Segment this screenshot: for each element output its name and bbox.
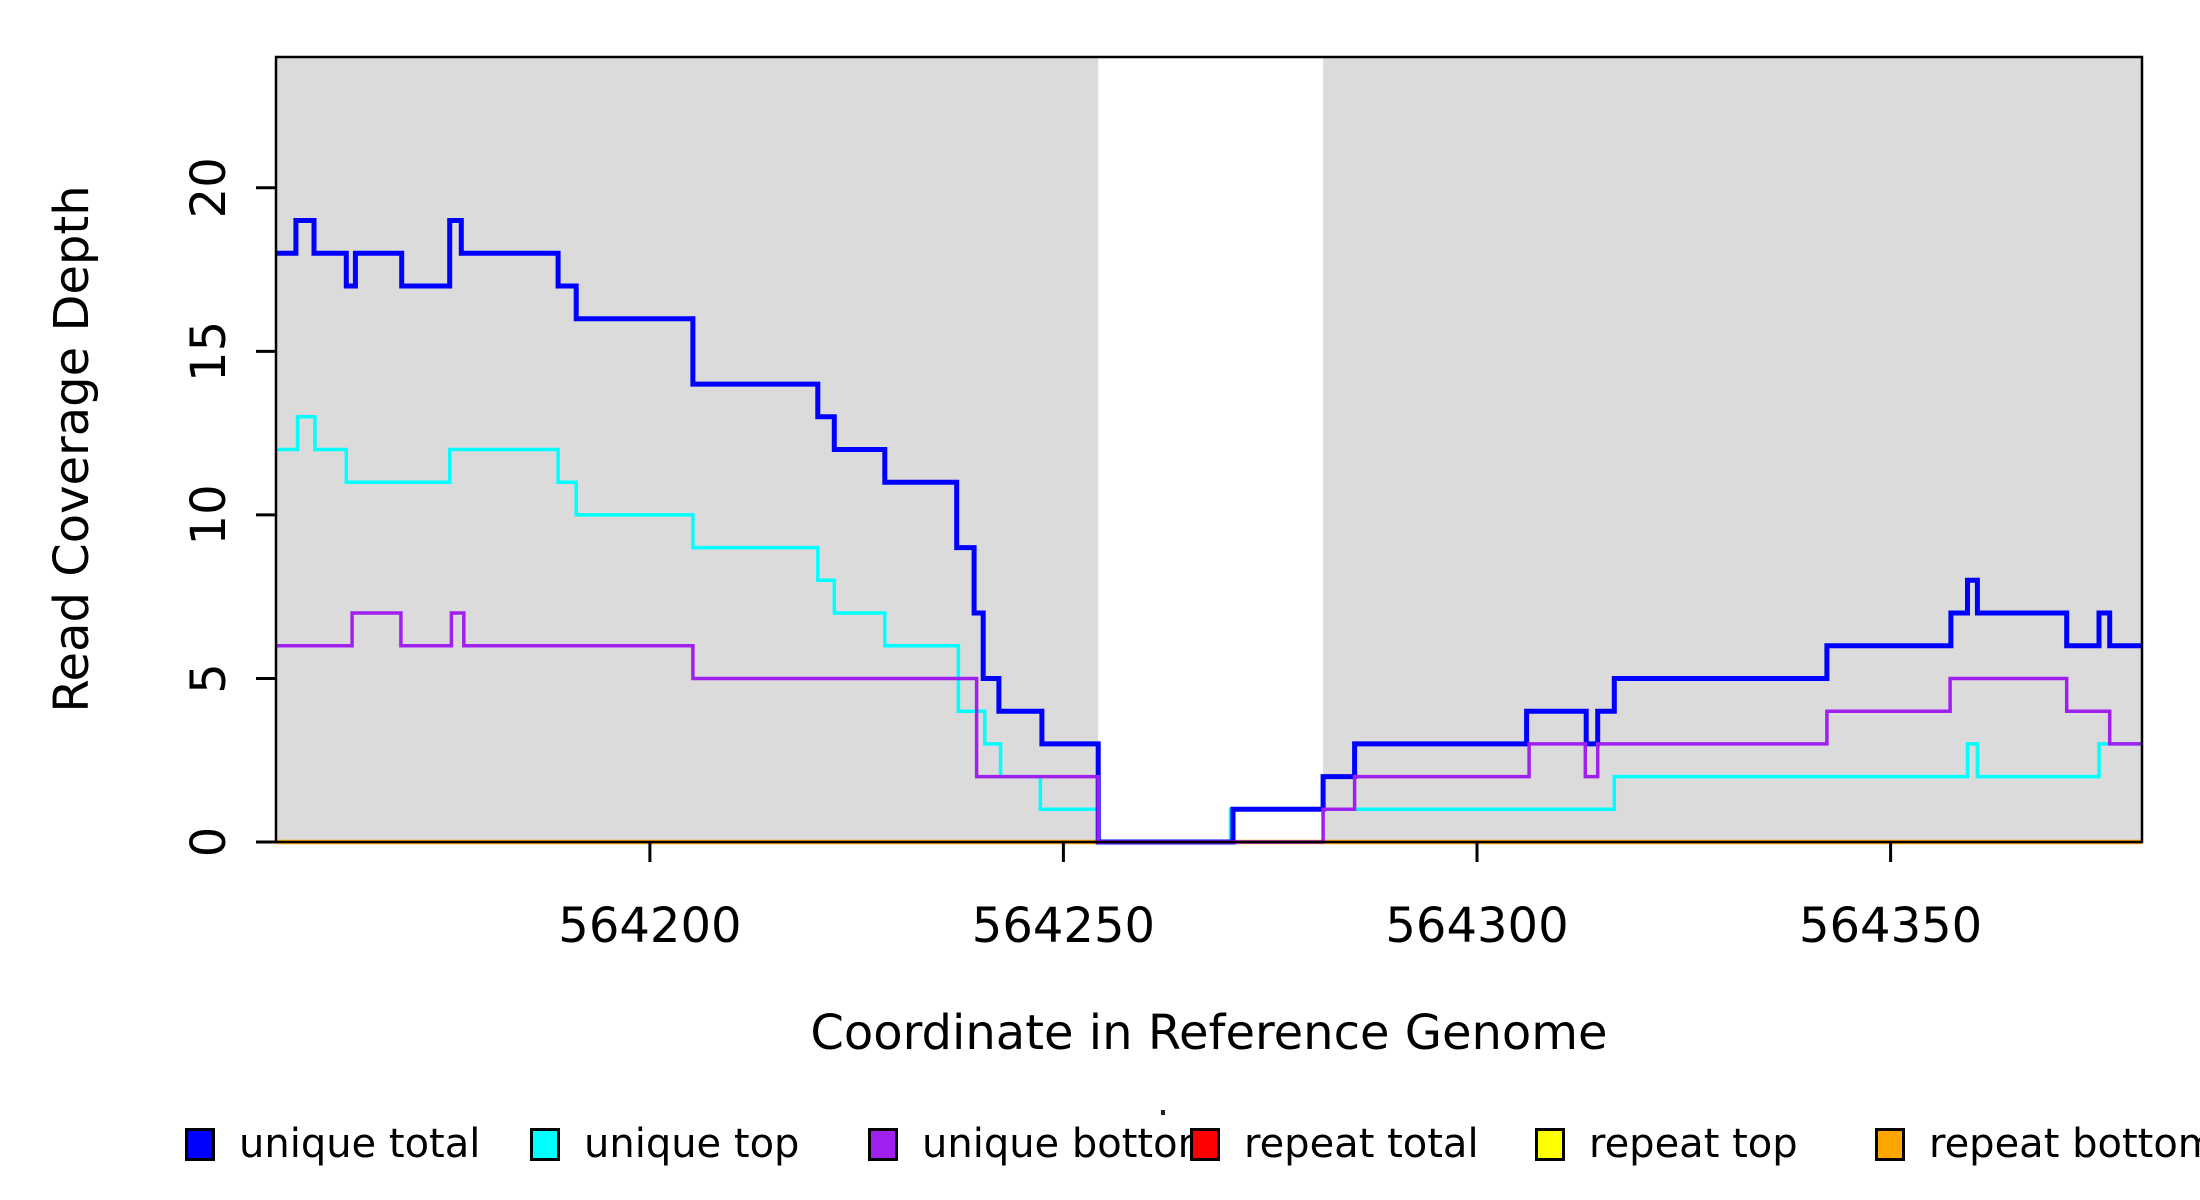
y-axis-title: Read Coverage Depth	[44, 185, 100, 713]
x-axis-title: Coordinate in Reference Genome	[810, 1005, 1608, 1061]
x-tick-label-564200: 564200	[558, 898, 741, 954]
plot-box	[274, 55, 2144, 844]
x-tick-label-564300: 564300	[1385, 898, 1568, 954]
series-unique-top	[276, 415, 2142, 844]
x-tick-label-564350: 564350	[1799, 898, 1982, 954]
series-unique-total	[276, 218, 2142, 845]
y-tick-label-5: 5	[181, 663, 237, 694]
stray-dot-artifact	[1161, 1110, 1165, 1115]
y-tick-label-10: 10	[181, 484, 237, 545]
x-tick-label-564250: 564250	[972, 898, 1155, 954]
unique-region-right	[1323, 57, 2142, 842]
y-tick-label-20: 20	[181, 157, 237, 218]
series-unique-bottom	[276, 611, 2142, 844]
y-tick-label-15: 15	[181, 321, 237, 382]
y-tick-label-0: 0	[181, 827, 237, 858]
